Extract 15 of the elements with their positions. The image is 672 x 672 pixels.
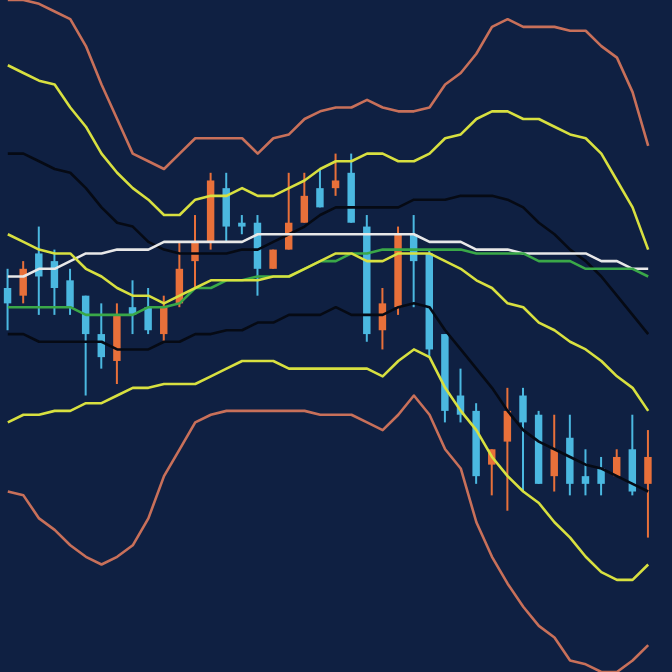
candlestick xyxy=(316,167,324,209)
candlestick xyxy=(300,171,309,224)
candlestick xyxy=(144,287,152,336)
candlestick xyxy=(35,225,43,316)
candlestick xyxy=(238,214,246,236)
candlestick xyxy=(3,267,12,332)
candlestick xyxy=(331,152,340,197)
candlestick xyxy=(113,302,121,385)
candlestick xyxy=(644,429,652,539)
candlestick xyxy=(19,260,27,305)
candlestick xyxy=(66,267,74,316)
candlestick xyxy=(597,455,605,497)
candlestick xyxy=(566,413,574,497)
candlestick xyxy=(519,386,527,493)
candlestick xyxy=(581,448,590,497)
